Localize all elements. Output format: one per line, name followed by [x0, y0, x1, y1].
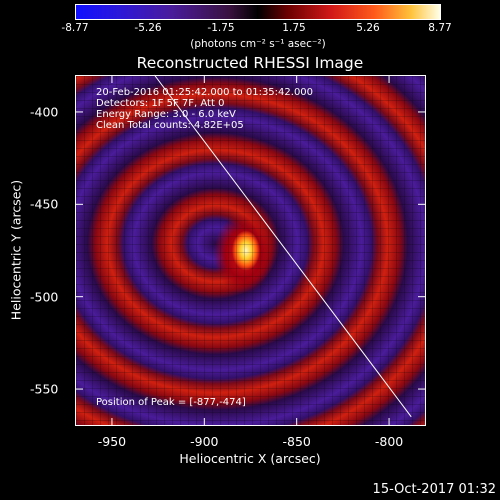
x-axis-ticks	[111, 75, 390, 426]
x-tick-label: -800	[374, 434, 404, 449]
colorbar-tick-label: 1.75	[282, 22, 306, 34]
info-total-counts: Clean Total counts: 4.82E+05	[96, 120, 244, 131]
plot-timestamp: 15-Oct-2017 01:32	[372, 482, 496, 497]
colorbar-tick-label: -5.26	[134, 22, 162, 34]
chart-title: Reconstructed RHESSI Image	[136, 54, 364, 72]
y-tick-label: -500	[30, 289, 59, 305]
info-detectors: Detectors: 1F 5F 7F, Att 0	[96, 98, 225, 109]
heatmap-image: 20-Feb-2016 01:25:42.000 to 01:35:42.000…	[75, 75, 426, 426]
colorbar	[75, 4, 441, 20]
colorbar-tick-label: -1.75	[207, 22, 235, 34]
peak-position-label: Position of Peak = [-877,-474]	[96, 397, 246, 408]
solar-limb-line	[154, 74, 412, 418]
colorbar-tick-label: -8.77	[61, 22, 89, 34]
y-tick-label: -400	[30, 104, 59, 120]
colorbar-tick-label: 8.77	[428, 22, 452, 34]
pixel-grid	[76, 76, 425, 425]
x-tick-label: -900	[190, 434, 219, 449]
y-tick-label: -550	[30, 381, 59, 397]
info-time-range: 20-Feb-2016 01:25:42.000 to 01:35:42.000	[96, 87, 314, 98]
info-energy-range: Energy Range: 3.0 - 6.0 keV	[96, 109, 236, 120]
x-axis-label: Heliocentric X (arcsec)	[179, 451, 321, 466]
y-axis-ticks	[75, 111, 426, 390]
colorbar-units: (photons cm⁻² s⁻¹ asec⁻²)	[190, 38, 326, 50]
y-axis-label: Heliocentric Y (arcsec)	[8, 179, 24, 321]
x-tick-label: -950	[97, 434, 127, 449]
y-tick-label: -450	[30, 196, 59, 212]
x-tick-label: -850	[282, 434, 311, 449]
colorbar-tick-label: 5.26	[356, 22, 380, 34]
